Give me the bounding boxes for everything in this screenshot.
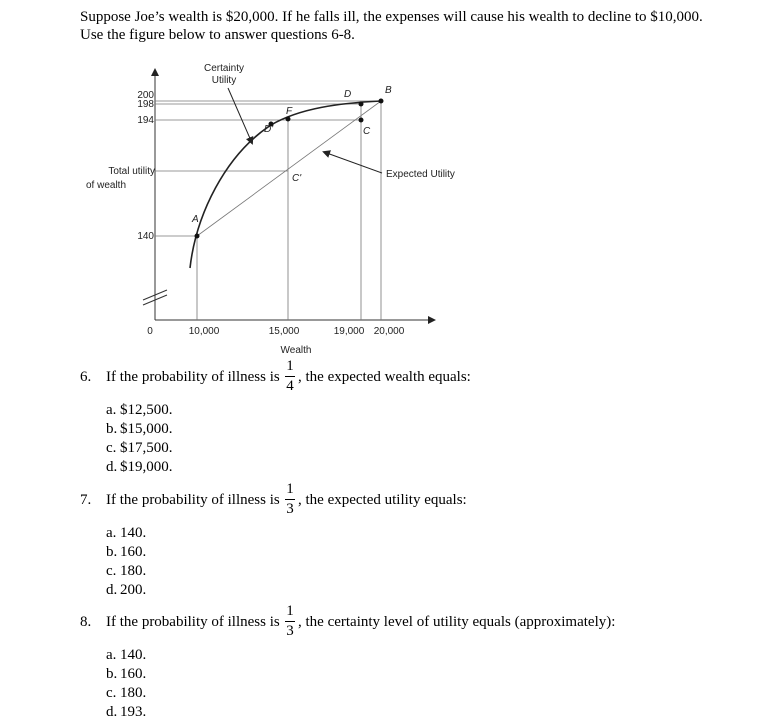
fraction-bar bbox=[285, 621, 295, 622]
point-label: C bbox=[363, 126, 371, 137]
question-number: 7. bbox=[80, 492, 92, 508]
tick-label: 10,000 bbox=[189, 326, 220, 337]
axis-label: of wealth bbox=[86, 180, 126, 191]
question-text: , the certainty level of utility equals … bbox=[298, 614, 616, 630]
option-letter: c. bbox=[106, 685, 117, 701]
option-text: 140. bbox=[120, 525, 147, 541]
question-text: If the probability of illness is bbox=[106, 369, 280, 385]
option-text: $12,500. bbox=[120, 402, 173, 418]
annotation: Certainty bbox=[204, 63, 244, 74]
fraction-denominator: 3 bbox=[286, 623, 294, 639]
option-letter: c. bbox=[106, 440, 117, 456]
utility-curve bbox=[189, 100, 382, 269]
axis-label: Wealth bbox=[281, 345, 312, 356]
option-text: $15,000. bbox=[120, 421, 173, 437]
point-label: C' bbox=[292, 173, 302, 184]
option-letter: d. bbox=[106, 459, 118, 475]
tick-label: 20,000 bbox=[374, 326, 405, 337]
option-letter: a. bbox=[106, 402, 117, 418]
question-number: 8. bbox=[80, 614, 92, 630]
fraction-denominator: 3 bbox=[286, 501, 294, 517]
point-label: B bbox=[385, 85, 392, 96]
option-text: 193. bbox=[120, 704, 147, 720]
option-text: 180. bbox=[120, 563, 147, 579]
figure: Certainty Utility Expected Utility Total… bbox=[86, 63, 455, 356]
option-letter: b. bbox=[106, 421, 118, 437]
tick-label: 194 bbox=[137, 115, 154, 126]
fraction-denominator: 4 bbox=[286, 378, 294, 394]
question-text: , the expected utility equals: bbox=[298, 492, 467, 508]
option-text: 160. bbox=[120, 544, 147, 560]
arrow bbox=[322, 150, 383, 174]
option-text: 140. bbox=[120, 647, 147, 663]
question-text: , the expected wealth equals: bbox=[298, 369, 471, 385]
tick-label: 0 bbox=[147, 326, 153, 337]
annotation: Expected Utility bbox=[386, 169, 455, 180]
tick-label: 15,000 bbox=[269, 326, 300, 337]
point-label: F bbox=[286, 106, 293, 117]
fraction-bar bbox=[285, 499, 295, 500]
intro-line: Suppose Joe’s wealth is $20,000. If he f… bbox=[80, 9, 703, 25]
fraction-numerator: 1 bbox=[286, 481, 294, 497]
option-letter: b. bbox=[106, 544, 118, 560]
point-label: A bbox=[191, 214, 199, 225]
points bbox=[194, 98, 384, 239]
point-labels: A D' F D B C C' bbox=[191, 85, 392, 225]
question-text: If the probability of illness is bbox=[106, 614, 280, 630]
option-text: $19,000. bbox=[120, 459, 173, 475]
option-letter: a. bbox=[106, 525, 117, 541]
arrow bbox=[227, 87, 254, 145]
option-letter: d. bbox=[106, 704, 118, 720]
option-text: 200. bbox=[120, 582, 147, 598]
option-text: 160. bbox=[120, 666, 147, 682]
tick-label: 198 bbox=[137, 99, 154, 110]
option-letter: b. bbox=[106, 666, 118, 682]
annotation: Utility bbox=[212, 75, 236, 86]
tick-label: 200 bbox=[137, 90, 154, 101]
fraction-numerator: 1 bbox=[286, 358, 294, 374]
point-label: D' bbox=[264, 124, 274, 135]
intro-line: Use the figure below to answer questions… bbox=[80, 27, 355, 43]
option-letter: a. bbox=[106, 647, 117, 663]
option-text: $17,500. bbox=[120, 440, 173, 456]
question-text: If the probability of illness is bbox=[106, 492, 280, 508]
option-text: 180. bbox=[120, 685, 147, 701]
fraction-bar bbox=[285, 376, 295, 377]
point-label: D bbox=[344, 89, 351, 100]
axes bbox=[142, 68, 436, 324]
option-letter: d. bbox=[106, 582, 118, 598]
tick-label: 19,000 bbox=[334, 326, 365, 337]
tick-label: 140 bbox=[137, 231, 154, 242]
fraction-numerator: 1 bbox=[286, 603, 294, 619]
axis-label: Total utility bbox=[108, 166, 155, 177]
guide-lines bbox=[155, 100, 382, 320]
question-number: 6. bbox=[80, 369, 92, 385]
option-letter: c. bbox=[106, 563, 117, 579]
